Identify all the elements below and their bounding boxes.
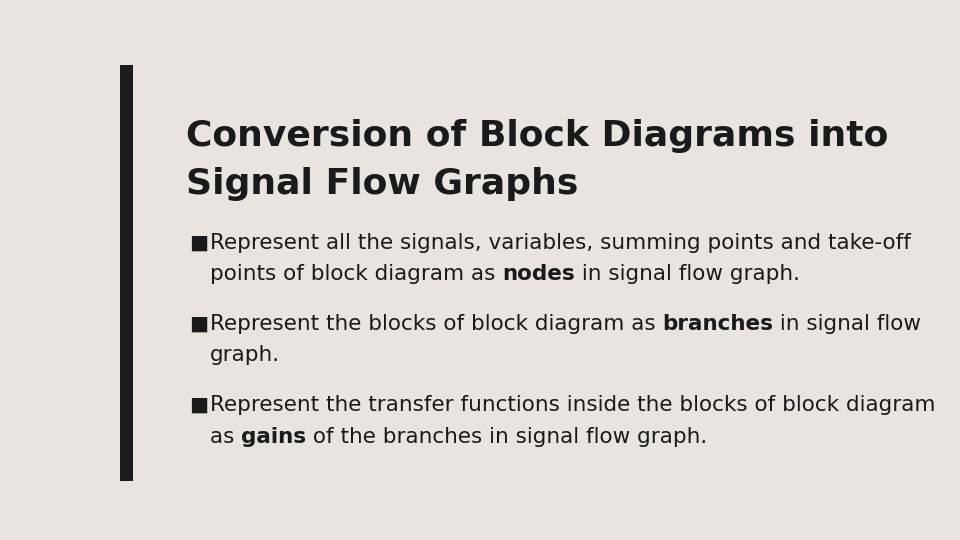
Text: in signal flow graph.: in signal flow graph. bbox=[575, 265, 800, 285]
Text: Conversion of Block Diagrams into: Conversion of Block Diagrams into bbox=[186, 119, 888, 153]
Text: points of block diagram as: points of block diagram as bbox=[209, 265, 502, 285]
Bar bbox=[120, 65, 133, 481]
Text: graph.: graph. bbox=[209, 346, 279, 366]
Text: of the branches in signal flow graph.: of the branches in signal flow graph. bbox=[306, 427, 708, 447]
Text: Represent the blocks of block diagram as: Represent the blocks of block diagram as bbox=[209, 314, 662, 334]
Text: in signal flow: in signal flow bbox=[773, 314, 922, 334]
Text: Represent the transfer functions inside the blocks of block diagram: Represent the transfer functions inside … bbox=[209, 395, 935, 415]
Text: nodes: nodes bbox=[502, 265, 575, 285]
Text: ■: ■ bbox=[189, 233, 208, 252]
Text: branches: branches bbox=[662, 314, 773, 334]
Text: as: as bbox=[209, 427, 241, 447]
Text: Represent all the signals, variables, summing points and take-off: Represent all the signals, variables, su… bbox=[209, 233, 910, 253]
Text: gains: gains bbox=[241, 427, 306, 447]
Text: ■: ■ bbox=[189, 395, 208, 414]
Text: ■: ■ bbox=[189, 314, 208, 333]
Text: Signal Flow Graphs: Signal Flow Graphs bbox=[186, 167, 578, 201]
